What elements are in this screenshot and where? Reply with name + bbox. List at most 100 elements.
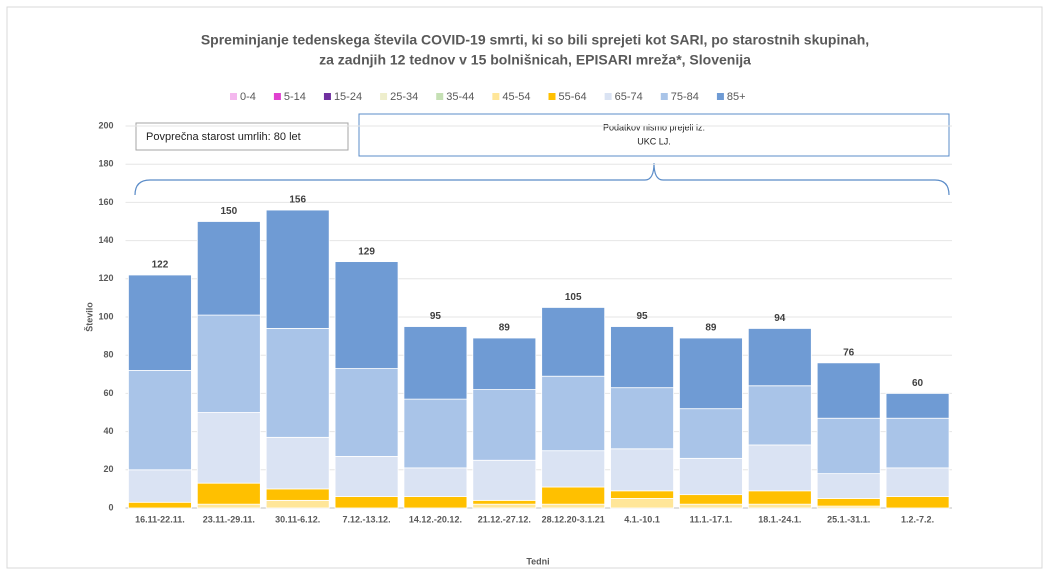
total-label: 95 <box>637 311 649 322</box>
total-label: 156 <box>289 195 306 206</box>
annotation: UKC LJ. <box>637 136 671 146</box>
y-tick-label: 200 <box>98 120 113 130</box>
bar-segment <box>196 503 261 509</box>
bar-segment <box>334 456 399 497</box>
bar-segment <box>472 499 537 505</box>
legend-label: 0-4 <box>240 91 256 103</box>
bar-segment <box>265 209 330 329</box>
bar-segment <box>679 503 743 509</box>
legend-label: 15-24 <box>334 91 362 103</box>
bar-segment <box>472 389 537 461</box>
legend-label: 45-54 <box>502 91 530 103</box>
x-tick-label: 7.12.-13.12. <box>343 514 391 524</box>
legend-label: 5-14 <box>284 91 306 103</box>
bar-segment <box>885 467 950 497</box>
legend-swatch <box>548 93 556 100</box>
bar-segment <box>816 362 881 419</box>
bar-segment <box>885 496 950 509</box>
bar-segment <box>747 328 812 387</box>
y-tick-label: 120 <box>98 273 113 283</box>
y-tick-label: 140 <box>98 235 113 245</box>
y-tick-label: 80 <box>103 350 113 360</box>
y-tick-label: 160 <box>98 197 113 207</box>
bar-segment <box>403 398 468 469</box>
total-label: 89 <box>705 323 717 334</box>
brace <box>134 162 950 196</box>
legend-label: 65-74 <box>615 91 643 103</box>
legend-swatch <box>230 93 237 100</box>
bar-segment <box>265 328 330 438</box>
bar-segment <box>128 501 192 509</box>
total-label: 150 <box>220 206 237 217</box>
x-tick-label: 11.1.-17.1. <box>690 514 733 524</box>
bar-segment <box>196 314 261 413</box>
bar-segment <box>885 417 950 469</box>
x-tick-label: 16.11-22.11. <box>135 514 185 524</box>
bar-segment <box>747 490 812 505</box>
bar-segment <box>265 499 330 509</box>
bar-segment <box>128 370 192 471</box>
bar-segment <box>472 503 537 509</box>
bar-segment <box>747 444 812 492</box>
x-tick-label: 23.11.-29.11. <box>203 514 255 524</box>
y-tick-label: 180 <box>98 159 113 169</box>
bar-segment <box>541 503 606 509</box>
legend-swatch <box>273 93 281 100</box>
bar-segment <box>334 496 399 509</box>
legend-swatch <box>660 93 668 100</box>
annotation: Podatkov nismo prejeli iz: <box>603 122 705 132</box>
bar-segment <box>610 448 674 492</box>
x-tick-label: 25.1.-31.1. <box>827 514 870 524</box>
bar-segment <box>196 412 261 484</box>
annotation: Povprečna starost umrlih: 80 let <box>146 131 301 143</box>
bar-segment <box>196 482 261 505</box>
bar-segment <box>816 417 881 475</box>
bar-segment <box>541 450 606 488</box>
bar-segment <box>541 375 606 452</box>
bar-segment <box>747 385 812 446</box>
y-axis-label: Število <box>83 302 94 332</box>
bar-segment <box>128 469 192 503</box>
x-tick-label: 4.1.-10.1 <box>624 514 660 524</box>
bar-segment <box>334 368 399 457</box>
annotation-box <box>358 113 950 157</box>
bar-segment <box>472 459 537 501</box>
y-tick-label: 0 <box>108 502 113 512</box>
bar-segment <box>265 436 330 490</box>
chart-subtitle: za zadnjih 12 tednov v 15 bolnišnicah, E… <box>319 52 751 68</box>
legend-label: 85+ <box>727 91 746 103</box>
y-tick-label: 60 <box>103 388 113 398</box>
bar-segment <box>334 261 399 369</box>
bar-segment <box>128 274 192 371</box>
x-tick-label: 30.11-6.12. <box>275 514 320 524</box>
legend-swatch <box>604 93 612 100</box>
bar-segment <box>265 488 330 501</box>
bar-segment <box>679 337 743 410</box>
y-tick-label: 100 <box>98 311 113 321</box>
annotation-box <box>135 122 349 151</box>
total-label: 129 <box>358 246 375 257</box>
legend-swatch <box>380 93 388 100</box>
total-label: 94 <box>774 313 786 324</box>
legend-swatch <box>716 93 724 100</box>
bar-segment <box>679 494 743 505</box>
bar-segment <box>679 408 743 459</box>
chart-title: Spreminjanje tedenskega števila COVID-19… <box>201 32 869 48</box>
legend-label: 75-84 <box>671 91 699 103</box>
bar-segment <box>816 473 881 499</box>
bar-segment <box>541 486 606 505</box>
total-label: 89 <box>499 323 511 334</box>
total-label: 76 <box>843 347 855 358</box>
bar-segment <box>679 457 743 496</box>
legend-label: 25-34 <box>390 91 418 103</box>
legend-swatch <box>436 93 444 100</box>
bar-segment <box>541 307 606 377</box>
bar-segment <box>610 490 674 499</box>
total-label: 105 <box>565 292 582 303</box>
bar-segment <box>472 337 537 390</box>
legend-label: 55-64 <box>559 91 587 103</box>
bar-segment <box>885 392 950 419</box>
legend-swatch <box>492 93 500 100</box>
total-label: 95 <box>430 311 442 322</box>
